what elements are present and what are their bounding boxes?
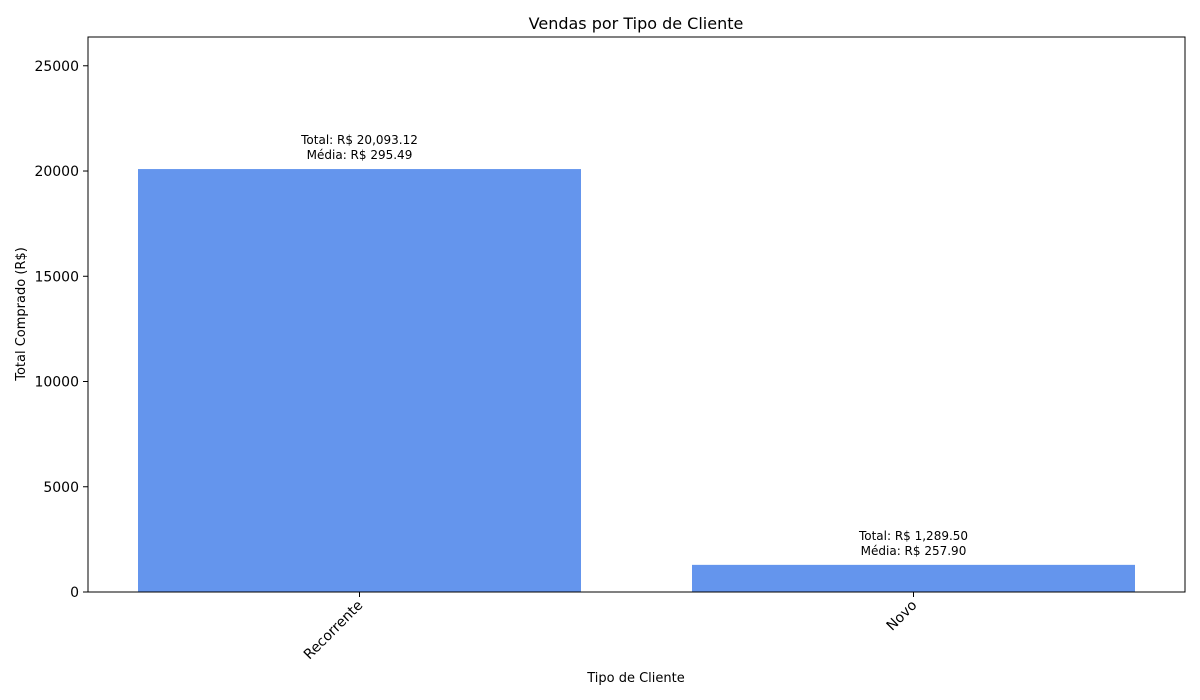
y-tick-label: 0 xyxy=(70,585,79,601)
chart-title: Vendas por Tipo de Cliente xyxy=(529,14,744,33)
x-axis-title: Tipo de Cliente xyxy=(586,671,685,686)
bar-annotation-media: Média: R$ 257.90 xyxy=(861,544,967,558)
y-tick-label: 10000 xyxy=(34,375,79,391)
y-axis-ticks: 0 5000 10000 15000 20000 25000 xyxy=(34,59,88,601)
bars-layer xyxy=(138,169,1135,592)
plot-frame xyxy=(87,36,1186,593)
bar-annotation-total: Total: R$ 20,093.12 xyxy=(300,133,418,147)
x-axis-ticks: Recorrente Novo xyxy=(301,592,920,663)
bar-recorrente xyxy=(138,169,581,592)
bar-annotation-total: Total: R$ 1,289.50 xyxy=(858,529,968,543)
y-tick-label: 15000 xyxy=(34,269,79,285)
x-tick-label: Novo xyxy=(884,598,921,635)
y-tick-label: 5000 xyxy=(43,480,79,496)
y-tick-label: 25000 xyxy=(34,59,79,75)
x-tick-label: Recorrente xyxy=(301,598,366,663)
bar-annotation-media: Média: R$ 295.49 xyxy=(307,148,413,162)
bar-novo xyxy=(692,564,1135,592)
y-axis-title: Total Comprado (R$) xyxy=(14,247,29,382)
y-tick-label: 20000 xyxy=(34,164,79,180)
